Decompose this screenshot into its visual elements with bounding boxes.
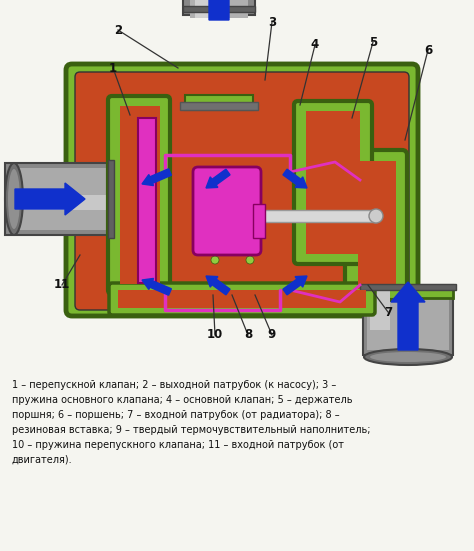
Text: 4: 4 xyxy=(311,39,319,51)
Bar xyxy=(363,285,453,355)
Text: 9: 9 xyxy=(268,328,276,342)
Text: 7: 7 xyxy=(384,305,392,318)
Bar xyxy=(195,0,210,18)
Bar xyxy=(118,290,366,308)
FancyBboxPatch shape xyxy=(193,167,261,255)
FancyArrow shape xyxy=(391,282,425,350)
Text: 6: 6 xyxy=(424,44,432,57)
Bar xyxy=(360,284,456,290)
Bar xyxy=(108,160,114,238)
Bar xyxy=(5,163,113,235)
Circle shape xyxy=(211,256,219,264)
Bar xyxy=(306,111,360,254)
Circle shape xyxy=(246,211,254,219)
Text: 5: 5 xyxy=(369,35,377,48)
Bar xyxy=(138,118,156,283)
Circle shape xyxy=(246,181,254,189)
Bar xyxy=(253,204,265,238)
Text: 1: 1 xyxy=(109,62,117,74)
Bar xyxy=(367,290,449,350)
Circle shape xyxy=(246,256,254,264)
FancyBboxPatch shape xyxy=(66,64,418,316)
Text: резиновая вставка; 9 – твердый термочувствительный наполнитель;: резиновая вставка; 9 – твердый термочувс… xyxy=(12,425,371,435)
Circle shape xyxy=(246,171,254,179)
Circle shape xyxy=(369,209,383,223)
FancyBboxPatch shape xyxy=(108,96,170,294)
Circle shape xyxy=(211,226,219,234)
Circle shape xyxy=(246,226,254,234)
Text: 1 – перепускной клапан; 2 – выходной патрубок (к насосу); 3 –: 1 – перепускной клапан; 2 – выходной пат… xyxy=(12,380,336,390)
Bar xyxy=(183,0,255,15)
Text: 10 – пружина перепускного клапана; 11 – входной патрубок (от: 10 – пружина перепускного клапана; 11 – … xyxy=(12,440,344,450)
FancyArrow shape xyxy=(142,169,172,186)
Ellipse shape xyxy=(370,352,446,362)
FancyArrow shape xyxy=(206,169,230,188)
Circle shape xyxy=(211,181,219,189)
Text: двигателя).: двигателя). xyxy=(12,455,73,465)
FancyBboxPatch shape xyxy=(109,283,375,315)
Circle shape xyxy=(211,196,219,204)
Bar xyxy=(180,102,258,110)
FancyArrow shape xyxy=(283,276,307,295)
Text: 8: 8 xyxy=(244,328,252,342)
Text: поршня; 6 – поршень; 7 – входной патрубок (от радиатора); 8 –: поршня; 6 – поршень; 7 – входной патрубо… xyxy=(12,410,340,420)
Circle shape xyxy=(246,196,254,204)
Bar xyxy=(358,161,396,289)
Ellipse shape xyxy=(5,163,23,235)
Bar xyxy=(8,195,108,210)
Ellipse shape xyxy=(364,349,452,365)
Bar xyxy=(185,95,253,110)
Bar xyxy=(370,290,390,330)
Bar xyxy=(190,0,248,18)
Bar xyxy=(256,210,376,222)
Circle shape xyxy=(246,241,254,249)
FancyBboxPatch shape xyxy=(345,150,407,300)
Bar xyxy=(183,6,255,12)
Ellipse shape xyxy=(8,169,20,229)
Circle shape xyxy=(211,171,219,179)
FancyArrow shape xyxy=(15,183,85,215)
Text: пружина основного клапана; 4 – основной клапан; 5 – держатель: пружина основного клапана; 4 – основной … xyxy=(12,395,353,405)
FancyArrow shape xyxy=(283,169,307,188)
Circle shape xyxy=(211,241,219,249)
Bar xyxy=(8,168,108,230)
Text: 2: 2 xyxy=(114,24,122,36)
FancyBboxPatch shape xyxy=(363,286,453,298)
FancyBboxPatch shape xyxy=(75,72,409,310)
Text: 11: 11 xyxy=(54,278,70,291)
Text: 3: 3 xyxy=(268,15,276,29)
FancyBboxPatch shape xyxy=(294,101,372,264)
FancyArrow shape xyxy=(206,276,230,295)
FancyArrow shape xyxy=(142,278,172,295)
Text: 10: 10 xyxy=(207,328,223,342)
Bar xyxy=(120,106,160,284)
FancyArrow shape xyxy=(201,0,237,20)
Circle shape xyxy=(211,211,219,219)
